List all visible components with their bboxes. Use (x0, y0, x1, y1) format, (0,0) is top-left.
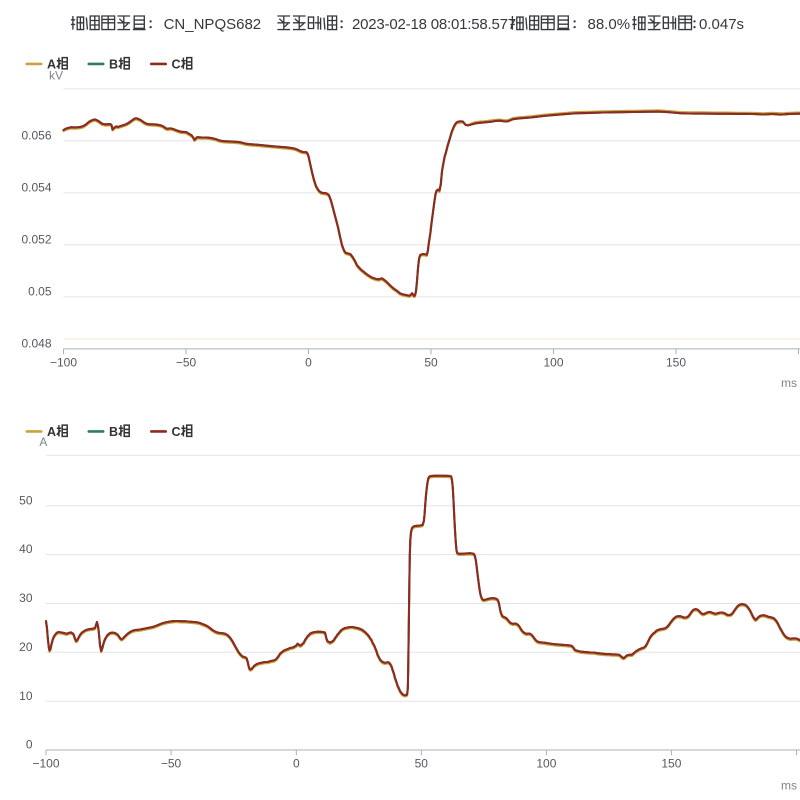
svg-text:150: 150 (666, 356, 686, 370)
svg-text:50: 50 (415, 757, 429, 771)
svg-text:2023-02-18 08:01:58.577: 2023-02-18 08:01:58.577 (352, 16, 516, 33)
svg-text:CN_NPQS682: CN_NPQS682 (164, 16, 262, 33)
svg-text:ms: ms (781, 779, 797, 793)
svg-text:40: 40 (19, 542, 33, 556)
svg-text:−100: −100 (32, 757, 59, 771)
svg-text:C: C (172, 57, 181, 71)
svg-text:B: B (109, 425, 118, 439)
svg-text:0.056: 0.056 (21, 129, 51, 143)
svg-text:0: 0 (305, 356, 312, 370)
svg-text:50: 50 (424, 356, 438, 370)
svg-text:B: B (109, 57, 118, 71)
svg-text:−100: −100 (50, 356, 77, 370)
svg-text:10: 10 (19, 689, 33, 703)
svg-text:C: C (172, 425, 181, 439)
svg-text:150: 150 (661, 757, 681, 771)
svg-text:0: 0 (26, 738, 33, 752)
svg-text:100: 100 (536, 757, 556, 771)
svg-text:88.0%: 88.0% (588, 16, 631, 33)
svg-text:0.052: 0.052 (21, 233, 51, 247)
svg-text:0.054: 0.054 (21, 181, 51, 195)
svg-text:kV: kV (49, 69, 63, 83)
svg-text:20: 20 (19, 640, 33, 654)
svg-text:A: A (39, 435, 47, 449)
svg-text:0.047s: 0.047s (699, 16, 744, 33)
svg-text:ms: ms (781, 376, 797, 390)
svg-text:30: 30 (19, 591, 33, 605)
svg-text:−50: −50 (176, 356, 197, 370)
svg-text:0.05: 0.05 (28, 285, 52, 299)
svg-text:A: A (47, 425, 56, 439)
svg-text:100: 100 (543, 356, 563, 370)
svg-text:0: 0 (293, 757, 300, 771)
svg-text:A: A (47, 57, 56, 71)
svg-text:0.048: 0.048 (21, 337, 51, 351)
svg-text:−50: −50 (161, 757, 182, 771)
svg-text:50: 50 (19, 493, 33, 507)
